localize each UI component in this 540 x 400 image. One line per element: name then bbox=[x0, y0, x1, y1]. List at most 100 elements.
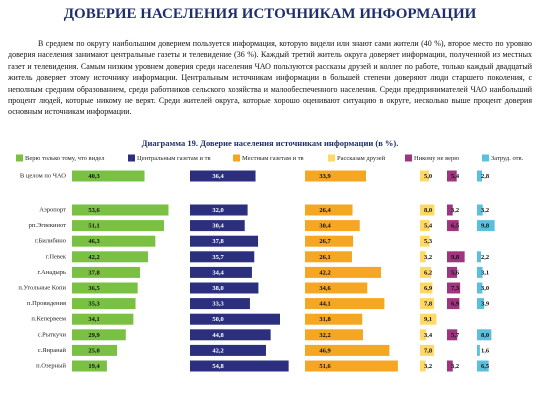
bar bbox=[477, 170, 483, 182]
bar bbox=[190, 220, 245, 232]
value-label: 3,2 bbox=[424, 363, 432, 370]
bar bbox=[190, 360, 289, 372]
value-label: 34,1 bbox=[88, 316, 99, 323]
bar bbox=[305, 329, 363, 341]
value-label: 30,4 bbox=[212, 223, 224, 230]
value-label: 9,8 bbox=[481, 223, 490, 230]
value-label: 3,2 bbox=[424, 254, 432, 261]
bar bbox=[190, 313, 280, 325]
category-label: п.Провидения bbox=[27, 300, 66, 307]
value-label: 34,6 bbox=[319, 285, 331, 292]
bar bbox=[305, 313, 363, 325]
bar bbox=[477, 298, 485, 310]
bar bbox=[190, 170, 256, 182]
bar bbox=[477, 360, 489, 372]
legend-swatch bbox=[405, 154, 412, 162]
category-label: г.Певек bbox=[46, 253, 67, 260]
bar bbox=[447, 220, 459, 232]
value-label: 2,8 bbox=[481, 173, 490, 180]
bar bbox=[305, 344, 390, 356]
value-label: 6,9 bbox=[424, 285, 433, 292]
legend-swatch bbox=[328, 154, 335, 162]
bar bbox=[447, 204, 453, 216]
value-label: 7,8 bbox=[424, 347, 433, 354]
bar bbox=[477, 220, 495, 232]
bar bbox=[72, 251, 148, 263]
value-label: 19,4 bbox=[88, 363, 100, 370]
chart: Диаграмма 19. Доверие населения источник… bbox=[16, 138, 524, 372]
value-label: 31,8 bbox=[319, 316, 331, 323]
value-label: 32,0 bbox=[212, 207, 223, 214]
legend-swatch bbox=[482, 154, 489, 162]
value-label: 35,3 bbox=[88, 301, 100, 308]
category-label: п.Озерный bbox=[36, 362, 66, 369]
value-label: 3,2 bbox=[451, 207, 459, 214]
bar bbox=[420, 360, 426, 372]
category-label: п.Угольные Копи bbox=[18, 284, 66, 291]
bar bbox=[420, 235, 430, 247]
bar bbox=[447, 329, 458, 341]
legend-label: Местным газетам и тв bbox=[242, 155, 304, 162]
value-label: 5,7 bbox=[451, 332, 460, 339]
value-label: 44,8 bbox=[212, 332, 224, 339]
value-label: 3,9 bbox=[481, 301, 490, 308]
bar bbox=[305, 360, 398, 372]
category-label: г.Билибино bbox=[35, 238, 66, 245]
bar bbox=[477, 204, 483, 216]
value-label: 6,5 bbox=[451, 223, 460, 230]
bar bbox=[72, 235, 156, 247]
bar bbox=[477, 266, 483, 278]
value-label: 37,8 bbox=[88, 269, 100, 276]
legend-label: Верю только тому, что видел bbox=[25, 155, 105, 162]
legend-label: Рассказам друзей bbox=[337, 155, 386, 162]
bar bbox=[72, 313, 134, 325]
value-label: 6,9 bbox=[451, 301, 460, 308]
page-title: ДОВЕРИЕ НАСЕЛЕНИЯ ИСТОЧНИКАМ ИНФОРМАЦИИ bbox=[63, 6, 477, 22]
value-label: 5,0 bbox=[424, 173, 432, 180]
bar bbox=[447, 360, 453, 372]
bar bbox=[420, 266, 432, 278]
category-label: с.Рыткучи bbox=[38, 331, 67, 338]
bar bbox=[72, 282, 138, 294]
value-label: 5,4 bbox=[424, 223, 433, 230]
legend-label: Никому не верю bbox=[414, 155, 459, 162]
bar bbox=[190, 251, 255, 263]
bar bbox=[190, 266, 252, 278]
value-label: 1,6 bbox=[481, 347, 490, 354]
category-label: В целом по ЧАО bbox=[20, 172, 66, 179]
value-label: 44,1 bbox=[319, 301, 330, 308]
bar bbox=[477, 329, 492, 341]
bar bbox=[72, 329, 126, 341]
bar bbox=[305, 204, 353, 216]
bar bbox=[72, 298, 136, 310]
value-label: 3,1 bbox=[481, 269, 489, 276]
category-label: г.Анадырь bbox=[37, 269, 66, 276]
bar bbox=[190, 344, 266, 356]
value-label: 3,2 bbox=[481, 207, 489, 214]
bar bbox=[420, 344, 435, 356]
bar bbox=[447, 170, 457, 182]
value-label: 33,9 bbox=[319, 173, 331, 180]
value-label: 36,5 bbox=[88, 285, 100, 292]
bar bbox=[72, 266, 141, 278]
bar bbox=[447, 282, 461, 294]
value-label: 26,1 bbox=[319, 254, 330, 261]
bar bbox=[305, 298, 385, 310]
value-label: 53,6 bbox=[88, 207, 100, 214]
value-label: 54,8 bbox=[212, 363, 224, 370]
value-label: 3,2 bbox=[451, 363, 459, 370]
value-label: 30,4 bbox=[319, 223, 331, 230]
bar bbox=[190, 329, 271, 341]
value-label: 38,0 bbox=[212, 285, 223, 292]
category-label: Аэропорт bbox=[39, 206, 66, 213]
value-label: 6,2 bbox=[424, 269, 432, 276]
value-label: 26,7 bbox=[319, 238, 331, 245]
bar bbox=[72, 204, 169, 216]
value-label: 34,4 bbox=[212, 269, 224, 276]
bar bbox=[447, 298, 460, 310]
value-label: 40,3 bbox=[88, 173, 100, 180]
bar bbox=[190, 204, 248, 216]
bar bbox=[420, 170, 429, 182]
bar bbox=[72, 170, 145, 182]
